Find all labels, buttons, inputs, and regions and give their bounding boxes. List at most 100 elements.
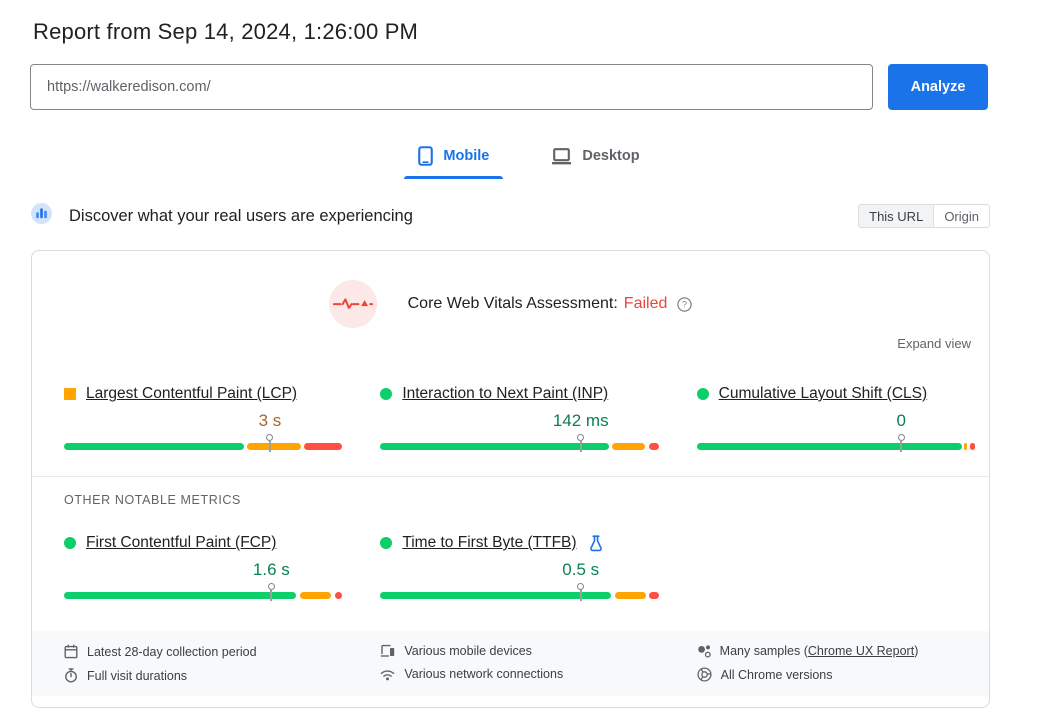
samples-item: Many samples (Chrome UX Report) [697, 644, 975, 658]
metric-distribution-bar [380, 583, 659, 601]
cwv-assessment-prefix: Core Web Vitals Assessment: [407, 295, 618, 312]
scope-origin-button[interactable]: Origin [933, 205, 989, 227]
tab-desktop-label: Desktop [582, 148, 640, 164]
svg-text:?: ? [682, 299, 687, 309]
mobile-phone-icon [418, 146, 434, 166]
bar-segment-good [380, 592, 612, 599]
bar-segment-ni [612, 443, 646, 450]
tab-mobile[interactable]: Mobile [404, 138, 504, 179]
collection-period-item: Latest 28-day collection period [64, 644, 342, 659]
footer-column: Many samples (Chrome UX Report) All Chro… [697, 644, 975, 683]
mobile-devices-text: Various mobile devices [404, 644, 532, 658]
metric-link[interactable]: Interaction to Next Paint (INP) [402, 385, 609, 402]
metric-value: 142 ms [552, 411, 609, 430]
metric-rating-bullet [380, 388, 393, 400]
bar-segment-ni [247, 443, 301, 450]
scope-this-url-button[interactable]: This URL [859, 205, 934, 227]
cwv-assessment-status: Failed [623, 295, 668, 312]
metric-link[interactable]: First Contentful Paint (FCP) [86, 534, 277, 551]
footer-column: Latest 28-day collection period Full vis… [64, 644, 342, 683]
url-form: Analyze [30, 64, 988, 110]
expand-view-row: Expand view [32, 335, 971, 353]
bar-segment-poor [648, 443, 659, 450]
footer-column: Various mobile devices Various network c… [380, 644, 658, 683]
samples-text: Many samples (Chrome UX Report) [720, 644, 919, 658]
chrome-ux-report-link[interactable]: Chrome UX Report [807, 644, 915, 658]
percentile-marker-stem [270, 590, 273, 601]
percentile-marker-dot [577, 434, 585, 441]
metric-link[interactable]: Time to First Byte (TTFB) [402, 534, 577, 551]
metric-lcp: Largest Contentful Paint (LCP) 3 s [64, 384, 343, 452]
metric-distribution-bar [696, 434, 975, 452]
cwv-assessment-title: Core Web Vitals Assessment: Failed ? [408, 295, 693, 313]
device-tabs: Mobile Desktop [0, 138, 1058, 179]
field-data-header: Discover what your real users are experi… [31, 203, 990, 229]
collection-period-text: Latest 28-day collection period [87, 644, 257, 659]
metric-link[interactable]: Largest Contentful Paint (LCP) [86, 385, 298, 402]
other-metrics-grid: First Contentful Paint (FCP) 1.6 s Time … [32, 533, 989, 601]
scope-toggle: This URL Origin [858, 204, 990, 228]
percentile-marker-stem [579, 590, 582, 601]
samples-text-before: Many samples ( [719, 644, 808, 658]
expand-view-link[interactable]: Expand view [897, 336, 971, 351]
percentile-marker [577, 583, 585, 601]
metric-rating-bullet [380, 537, 393, 549]
visit-durations-text: Full visit durations [87, 668, 188, 683]
bar-segment-poor [304, 443, 343, 450]
bar-segment-good [64, 592, 297, 599]
percentile-marker-dot [577, 583, 585, 590]
field-data-heading: Discover what your real users are experi… [69, 206, 413, 225]
chrome-versions-item: All Chrome versions [697, 667, 975, 682]
pulse-heartbeat-icon [328, 280, 377, 328]
metric-ttfb: Time to First Byte (TTFB) 0.5 s [380, 533, 659, 601]
bar-segment-good [380, 443, 609, 450]
devices-icon [380, 644, 395, 658]
metric-rating-bullet [64, 388, 76, 400]
percentile-marker-dot [897, 434, 905, 441]
metric-distribution-bar [64, 583, 343, 601]
desktop-laptop-icon [551, 147, 572, 165]
metric-value: 0.5 s [562, 560, 600, 579]
percentile-marker [267, 583, 275, 601]
tab-mobile-label: Mobile [443, 148, 490, 164]
mobile-devices-item: Various mobile devices [380, 644, 658, 658]
metric-distribution-bar [64, 434, 343, 452]
stopwatch-icon [64, 668, 78, 683]
network-connections-item: Various network connections [380, 667, 658, 681]
wifi-icon [380, 668, 395, 681]
metric-rating-bullet [64, 537, 76, 549]
metric-fcp: First Contentful Paint (FCP) 1.6 s [64, 533, 343, 601]
bar-segment-poor [649, 592, 659, 599]
calendar-icon [64, 644, 78, 659]
tab-desktop[interactable]: Desktop [537, 138, 653, 179]
url-input[interactable] [30, 64, 873, 110]
chrome-versions-text: All Chrome versions [720, 667, 833, 682]
analyze-button[interactable]: Analyze [888, 64, 988, 110]
field-data-card: Core Web Vitals Assessment: Failed ? Exp… [31, 250, 990, 708]
samples-bubbles-icon [697, 644, 711, 658]
metric-value: 0 [896, 411, 906, 430]
bar-segment-good [64, 443, 244, 450]
metric-inp: Interaction to Next Paint (INP) 142 ms [380, 384, 659, 452]
metric-rating-bullet [696, 388, 709, 400]
percentile-marker-dot [266, 434, 274, 441]
network-connections-text: Various network connections [404, 667, 564, 681]
help-icon[interactable]: ? [677, 296, 693, 312]
bar-segment-ni [614, 592, 646, 599]
metric-cls: Cumulative Layout Shift (CLS) 0 [696, 384, 975, 452]
percentile-marker-dot [267, 583, 275, 590]
other-metrics-label: OTHER NOTABLE METRICS [64, 493, 241, 507]
bar-segment-ni [964, 443, 968, 450]
core-metrics-grid: Largest Contentful Paint (LCP) 3 s Inter… [32, 384, 989, 452]
real-users-icon [31, 203, 52, 229]
bar-segment-poor [970, 443, 975, 450]
chrome-logo-icon [697, 667, 712, 682]
cwv-assessment-header: Core Web Vitals Assessment: Failed ? [32, 280, 989, 328]
percentile-marker-stem [579, 441, 582, 452]
section-divider [32, 476, 989, 477]
metric-value: 3 s [258, 411, 282, 430]
visit-durations-item: Full visit durations [64, 668, 342, 683]
bar-segment-good [696, 443, 962, 450]
metric-link[interactable]: Cumulative Layout Shift (CLS) [718, 385, 928, 402]
